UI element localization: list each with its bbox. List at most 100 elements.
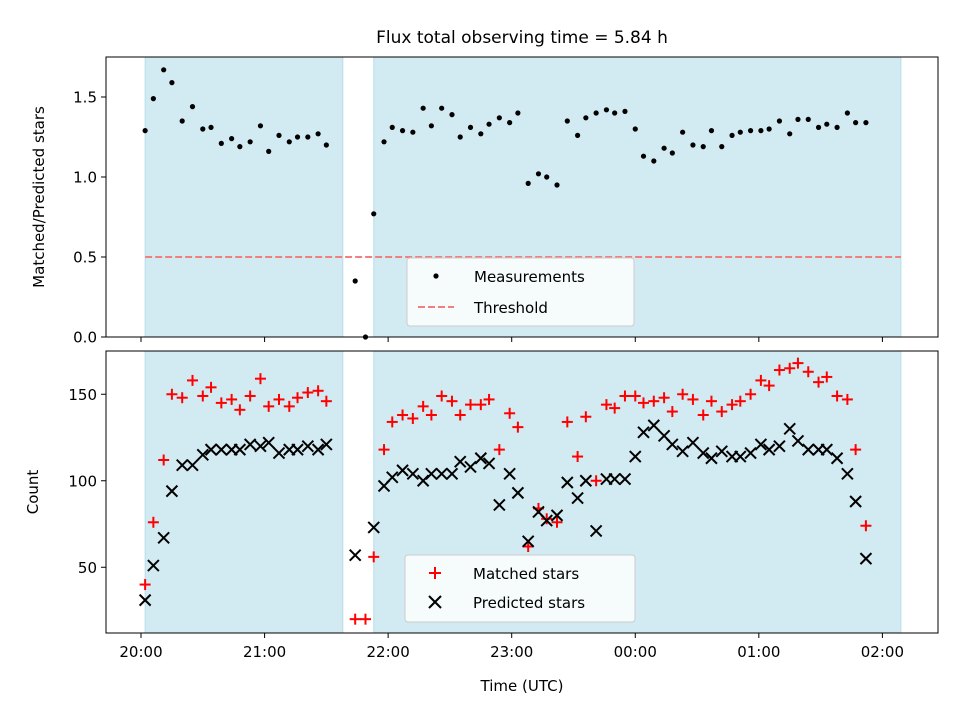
matched-stars-point	[273, 393, 285, 405]
matched-stars-point	[312, 385, 324, 397]
matched-stars-point	[745, 388, 757, 400]
measurement-point	[719, 144, 725, 150]
matched-stars-point	[454, 409, 466, 421]
matched-stars-point	[147, 516, 159, 528]
measurement-point	[439, 105, 445, 111]
matched-stars-point	[254, 373, 266, 385]
predicted-stars-point	[165, 484, 179, 498]
y-tick-label: 0.0	[73, 329, 97, 347]
matched-stars-point	[244, 390, 256, 402]
predicted-stars-point	[734, 450, 747, 463]
ratio-y-axis-label: Matched/Predicted stars	[30, 106, 48, 288]
measurement-point	[834, 124, 840, 130]
measurement-point	[381, 139, 387, 145]
matched-stars-point	[283, 400, 295, 412]
predicted-stars-point	[291, 443, 304, 456]
predicted-stars-point	[147, 559, 160, 572]
predicted-stars-point	[311, 443, 325, 456]
predicted-stars-point	[783, 422, 796, 436]
matched-stars-point	[763, 380, 775, 392]
measurement-point	[593, 110, 599, 116]
matched-stars-point	[186, 374, 198, 386]
matched-stars-point	[436, 390, 448, 402]
measurement-point	[776, 118, 783, 124]
x-tick-label: 01:00	[737, 643, 780, 661]
predicted-stars-point	[157, 531, 170, 545]
matched-stars-point	[425, 409, 437, 421]
measurement-point	[690, 142, 696, 148]
measurement-point	[729, 132, 735, 138]
matched-stars-point	[821, 371, 833, 383]
x-tick-label: 00:00	[614, 643, 657, 661]
measurement-point	[399, 128, 406, 134]
matched-stars-point	[359, 613, 371, 625]
matched-stars-point	[802, 366, 814, 378]
matched-stars-point	[158, 454, 170, 466]
predicted-stars-point	[301, 439, 315, 453]
matched-stars-point	[226, 393, 238, 405]
predicted-stars-point	[561, 476, 574, 489]
observing-window-1	[144, 56, 344, 338]
matched-stars-point	[176, 392, 188, 404]
predicted-stars-point	[705, 452, 718, 465]
predicted-stars-point	[754, 438, 768, 451]
predicted-stars-point	[744, 446, 757, 460]
count-legend-box	[404, 554, 636, 623]
matched-stars-point	[292, 392, 304, 404]
measurement-point	[863, 120, 869, 126]
matched-stars-point	[572, 451, 584, 463]
matched-stars-point	[784, 362, 796, 374]
measurement-point	[189, 104, 196, 110]
matched-stars-point	[166, 388, 178, 400]
matched-stars-point	[850, 444, 862, 456]
predicted-stars-point	[849, 495, 862, 508]
matched-stars-point	[349, 613, 361, 625]
x-tick-label: 21:00	[243, 643, 286, 661]
matched-stars-point	[677, 388, 689, 400]
predicted-stars-point	[272, 446, 286, 460]
matched-stars-point	[590, 475, 602, 487]
matched-stars-point	[860, 520, 872, 532]
predicted-stars-point	[608, 472, 621, 486]
measurement-point	[737, 129, 743, 135]
measurement-point	[747, 128, 754, 134]
predicted-stars-point	[802, 443, 815, 456]
measurement-point	[507, 120, 513, 126]
matched-stars-point	[619, 390, 631, 402]
count-legend: Matched stars Predicted stars	[404, 554, 636, 623]
measurement-point	[496, 115, 502, 121]
measurement-point	[844, 110, 850, 116]
measurement-point	[371, 211, 377, 217]
measurement-point	[208, 124, 214, 130]
measurement-point	[200, 126, 206, 132]
predicted-stars-point	[474, 452, 488, 465]
measurement-points	[142, 67, 869, 340]
predicted-stars-point	[773, 439, 786, 453]
count-x-ticks: 20:00 21:00 22:00 23:00 00:00 01:00 02:00	[119, 633, 904, 661]
matched-stars-point	[302, 387, 314, 399]
matched-stars-point	[580, 411, 592, 423]
matched-stars-point	[504, 407, 516, 419]
predicted-stars-point	[762, 443, 776, 456]
measurement-point	[449, 112, 455, 118]
x-tick-label: 22:00	[367, 643, 410, 661]
predicted-stars-point	[243, 438, 257, 451]
predicted-stars-point	[215, 443, 228, 456]
measurement-point	[766, 126, 772, 132]
predicted-stars-point	[511, 486, 525, 500]
matched-stars-point	[658, 392, 670, 404]
predicted-stars-point	[820, 443, 833, 456]
matched-stars-point	[368, 551, 380, 563]
predicted-stars-point	[841, 467, 854, 481]
measurement-point	[700, 144, 706, 150]
measurement-point	[323, 142, 329, 148]
matched-stars-point	[446, 395, 458, 407]
measurement-point	[276, 132, 282, 138]
measurement-point	[525, 180, 531, 186]
predicted-stars-point	[482, 457, 496, 470]
measurement-point	[142, 128, 148, 134]
predicted-stars-point	[175, 458, 189, 472]
matched-stars-point	[378, 444, 390, 456]
measurement-point	[486, 121, 492, 127]
predicted-stars-point	[493, 498, 506, 512]
